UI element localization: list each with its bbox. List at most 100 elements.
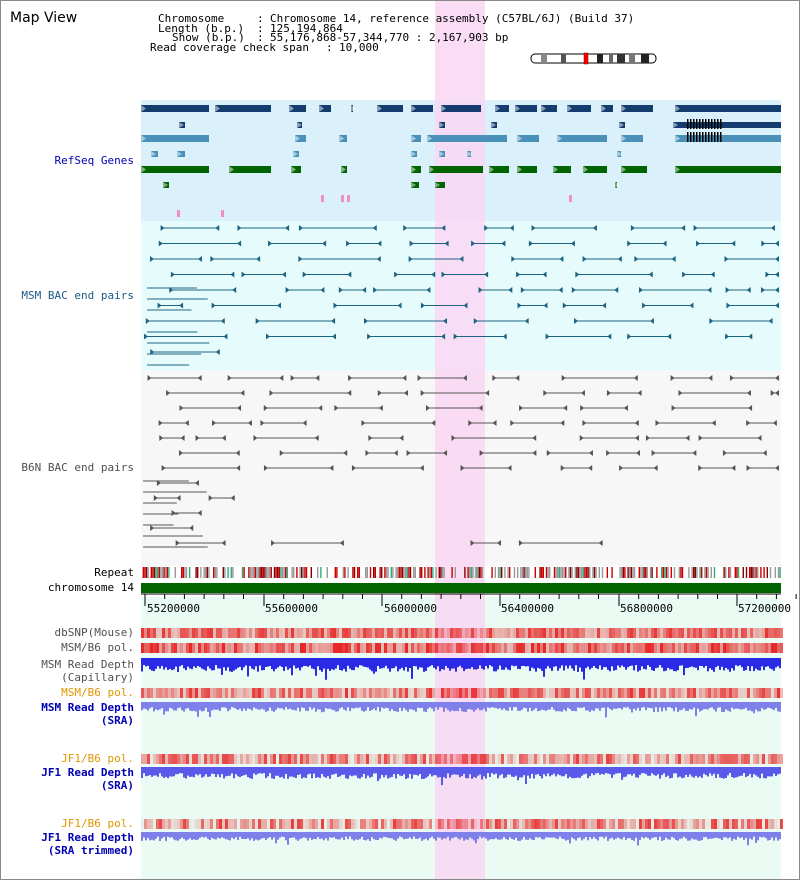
msm-depth-sra-bar bbox=[669, 702, 671, 708]
jf1-depth-trim-bar bbox=[301, 832, 303, 839]
msm-depth-sra-bar bbox=[589, 702, 591, 712]
msm-b6-pol-cell bbox=[150, 643, 153, 653]
jf1-b6-pol-trim-cell bbox=[459, 819, 462, 829]
msm-b6-pol-sra-label[interactable]: MSM/B6 pol. bbox=[61, 686, 134, 699]
repeat-mark bbox=[513, 567, 516, 578]
repeat-mark bbox=[691, 567, 693, 578]
msm-b6-pol-sra-cell bbox=[375, 688, 378, 698]
msm-read-depth-capillary-label[interactable]: MSM Read Depth bbox=[41, 658, 134, 671]
repeat-mark bbox=[438, 567, 440, 578]
msm-b6-pol-cell bbox=[147, 643, 150, 653]
msm-b6-pol-sra-cell bbox=[483, 688, 486, 698]
msm-depth-cap-bar bbox=[419, 658, 421, 668]
jf1-depth-sra-bar bbox=[467, 767, 469, 779]
gene-block bbox=[229, 166, 271, 173]
jf1-b6-pol-label[interactable]: JF1/B6 pol. bbox=[61, 752, 134, 765]
msm-bac-pair-end bbox=[302, 271, 307, 278]
msm-bac-pair-end bbox=[409, 240, 414, 247]
msm-b6-pol-cell bbox=[759, 643, 762, 653]
exon-mark bbox=[687, 132, 689, 142]
jf1-depth-sra-bar bbox=[429, 767, 431, 775]
jf1-depth-sra-bar bbox=[295, 767, 297, 778]
jf1-b6-pol-cell bbox=[651, 754, 654, 764]
jf1-depth-sra-bar bbox=[545, 767, 547, 777]
msm-depth-cap-bar bbox=[737, 658, 739, 667]
dbsnp-cell bbox=[420, 628, 423, 638]
dbsnp-cell bbox=[651, 628, 654, 638]
msm-depth-cap-bar bbox=[653, 658, 655, 671]
refseq-genes-label[interactable]: RefSeq Genes bbox=[54, 154, 134, 167]
jf1-depth-sra-bar bbox=[265, 767, 267, 779]
jf1-b6-pol-cell bbox=[363, 754, 366, 764]
jf1-depth-sra-bar bbox=[391, 767, 393, 777]
msm-b6-pol-cell bbox=[372, 643, 375, 653]
msm-bac-pair-end bbox=[157, 302, 162, 309]
jf1-b6-pol-cell bbox=[267, 754, 270, 764]
msm-b6-pol-sra-cell bbox=[588, 688, 591, 698]
b6n-bac-pair-end bbox=[419, 465, 424, 471]
msm-depth-sra-bar bbox=[755, 702, 757, 710]
msm-bac-pair-end bbox=[726, 302, 731, 309]
msm-b6-pol-cell bbox=[237, 643, 240, 653]
msm-b6-pol-sra-cell bbox=[243, 688, 246, 698]
jf1-depth-sra-bar bbox=[257, 767, 259, 774]
jf1-depth-sra-bar bbox=[653, 767, 655, 775]
dbsnp-cell bbox=[483, 628, 486, 638]
jf1-depth-sra-bar bbox=[499, 767, 501, 776]
jf1-depth-sra-bar bbox=[535, 767, 537, 775]
gene-strand-arrow bbox=[319, 105, 324, 112]
msm-depth-cap-bar bbox=[719, 658, 721, 670]
jf1-depth-sra-bar bbox=[387, 767, 389, 779]
jf1-depth-sra-bar bbox=[375, 767, 377, 774]
msm-b6-pol-cell bbox=[414, 643, 417, 653]
msm-b6-pol-cell bbox=[462, 643, 465, 653]
repeat-mark bbox=[777, 567, 780, 578]
msm-b6-pol-label[interactable]: MSM/B6 pol. bbox=[61, 641, 134, 654]
msm-depth-sra-bar bbox=[687, 702, 689, 711]
repeat-mark bbox=[241, 567, 244, 578]
dbsnp-label[interactable]: dbSNP(Mouse) bbox=[54, 626, 134, 639]
msm-bac-label[interactable]: MSM BAC end pairs bbox=[21, 289, 134, 302]
b6n-bac-label[interactable]: B6N BAC end pairs bbox=[21, 461, 134, 474]
b6n-bac-pair-end bbox=[334, 405, 339, 411]
jf1-depth-sra-bar bbox=[307, 767, 309, 775]
jf1-b6-pol-trim-cell bbox=[384, 819, 387, 829]
jf1-depth-trim-bar bbox=[343, 832, 345, 841]
dbsnp-cell bbox=[438, 628, 441, 638]
msm-depth-sra-bar bbox=[529, 702, 531, 708]
msm-b6-pol-cell bbox=[756, 643, 759, 653]
msm-b6-pol-cell bbox=[216, 643, 219, 653]
dbsnp-cell bbox=[597, 628, 600, 638]
jf1-b6-pol-trim-cell bbox=[204, 819, 207, 829]
jf1-read-depth-trimmed-label[interactable]: JF1 Read Depth bbox=[41, 831, 134, 844]
msm-depth-cap-bar bbox=[723, 658, 725, 671]
msm-read-depth-sra-label[interactable]: MSM Read Depth bbox=[41, 701, 134, 714]
jf1-depth-trim-bar bbox=[737, 832, 739, 837]
jf1-b6-pol-cell bbox=[732, 754, 735, 764]
jf1-b6-pol-trim-label[interactable]: JF1/B6 pol. bbox=[61, 817, 134, 830]
repeat-mark bbox=[414, 567, 416, 578]
msm-depth-sra-bar bbox=[647, 702, 649, 708]
jf1-read-depth-sra-label[interactable]: JF1 Read Depth bbox=[41, 766, 134, 779]
jf1-depth-trim-bar bbox=[349, 832, 351, 837]
msm-bac-pair-end bbox=[648, 271, 653, 278]
jf1-depth-sra-bar bbox=[631, 767, 633, 776]
jf1-b6-pol-trim-cell bbox=[174, 819, 177, 829]
msm-depth-sra-bar bbox=[433, 702, 435, 712]
jf1-depth-trim-bar bbox=[233, 832, 235, 840]
jf1-depth-trim-bar bbox=[403, 832, 405, 840]
repeat-mark bbox=[678, 567, 680, 578]
jf1-depth-trim-bar bbox=[313, 832, 315, 839]
repeat-mark bbox=[665, 567, 668, 578]
msm-b6-pol-cell bbox=[549, 643, 552, 653]
dbsnp-cell bbox=[735, 628, 738, 638]
jf1-b6-pol-trim-cell bbox=[648, 819, 651, 829]
jf1-depth-trim-bar bbox=[417, 832, 419, 839]
jf1-b6-pol-cell bbox=[768, 754, 771, 764]
msm-bac-pair-end bbox=[627, 333, 632, 340]
msm-depth-cap-bar bbox=[649, 658, 651, 668]
msm-bac-pair-end bbox=[179, 302, 184, 309]
jf1-depth-sra-bar bbox=[591, 767, 593, 774]
jf1-b6-pol-cell bbox=[666, 754, 669, 764]
